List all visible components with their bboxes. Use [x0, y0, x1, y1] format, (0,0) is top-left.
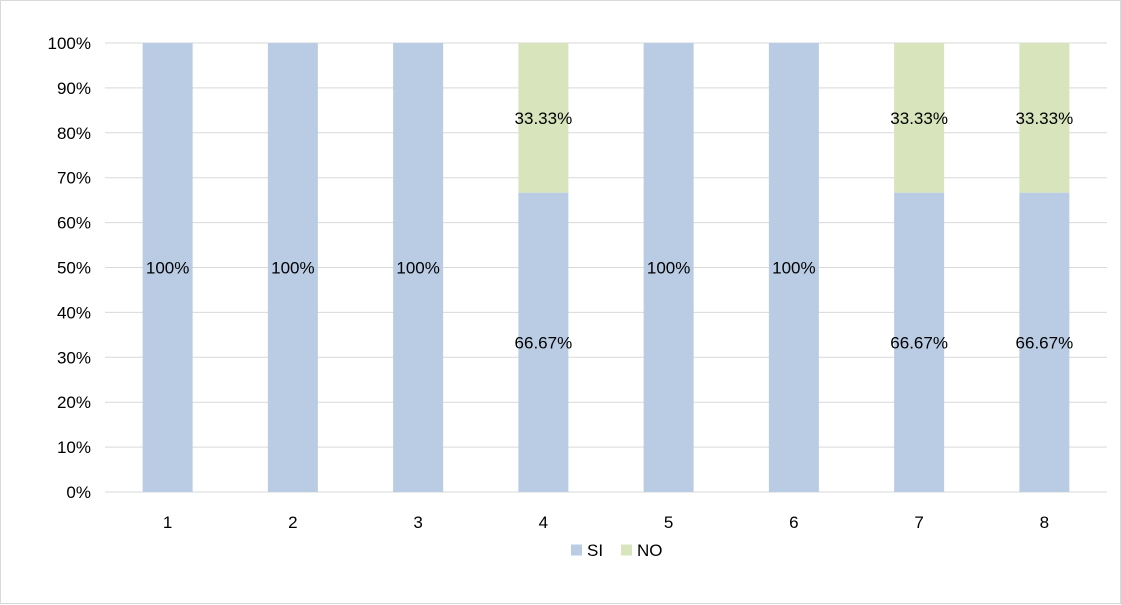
legend-label-si: SI	[587, 541, 603, 560]
data-label-si-7: 66.67%	[890, 333, 948, 352]
bar-si-5	[643, 43, 694, 492]
data-label-no-8: 33.33%	[1016, 109, 1074, 128]
data-label-si-4: 66.67%	[515, 333, 573, 352]
legend-label-no: NO	[637, 541, 663, 560]
y-tick-label: 0%	[66, 483, 91, 502]
bars	[142, 43, 1070, 492]
bar-no-4	[518, 43, 569, 193]
bar-si-3	[393, 43, 444, 492]
y-tick-label: 20%	[57, 393, 91, 412]
gridlines	[105, 42, 1107, 493]
y-tick-label: 40%	[57, 303, 91, 322]
x-tick-label: 7	[914, 513, 923, 532]
data-label-si-1: 100%	[146, 259, 189, 278]
data-label-no-7: 33.33%	[890, 109, 948, 128]
y-tick-label: 70%	[57, 169, 91, 188]
data-label-si-3: 100%	[396, 259, 439, 278]
y-tick-label: 80%	[57, 124, 91, 143]
legend-swatch-si	[571, 544, 582, 556]
bar-no-8	[1019, 43, 1070, 193]
y-tick-label: 90%	[57, 79, 91, 98]
data-label-si-5: 100%	[647, 259, 690, 278]
y-tick-label: 10%	[57, 438, 91, 457]
bar-si-7	[894, 192, 945, 492]
bar-si-4	[518, 192, 569, 492]
bar-si-6	[768, 43, 819, 492]
x-tick-label: 8	[1040, 513, 1049, 532]
bar-si-1	[142, 43, 193, 492]
y-axis-ticks: 0% 10% 20% 30% 40% 50% 60% 70% 80% 90% 100%	[48, 34, 91, 502]
y-tick-label: 60%	[57, 214, 91, 233]
x-tick-label: 1	[163, 513, 172, 532]
y-tick-label: 100%	[48, 34, 91, 53]
legend: SI NO	[571, 541, 663, 560]
x-tick-label: 5	[664, 513, 673, 532]
x-axis-ticks: 1 2 3 4 5 6 7 8	[163, 513, 1049, 532]
y-tick-label: 30%	[57, 348, 91, 367]
x-tick-label: 6	[789, 513, 798, 532]
x-tick-label: 3	[413, 513, 422, 532]
data-label-si-6: 100%	[772, 259, 815, 278]
x-tick-label: 4	[539, 513, 548, 532]
bar-si-2	[267, 43, 318, 492]
y-tick-label: 50%	[57, 259, 91, 278]
bar-no-7	[894, 43, 945, 193]
data-label-no-4: 33.33%	[515, 109, 573, 128]
x-tick-label: 2	[288, 513, 297, 532]
legend-swatch-no	[621, 544, 632, 556]
data-label-si-2: 100%	[271, 259, 314, 278]
bar-si-8	[1019, 192, 1070, 492]
data-label-si-8: 66.67%	[1016, 333, 1074, 352]
data-labels: 100% 100% 100% 66.67% 33.33% 100% 100% 66.67% 33…	[146, 109, 1073, 352]
